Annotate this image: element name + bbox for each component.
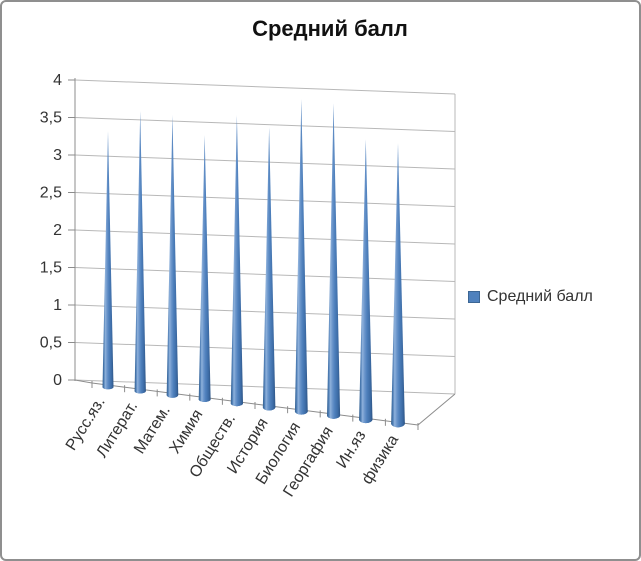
y-tick-label: 3 bbox=[53, 147, 62, 164]
cone bbox=[359, 139, 373, 424]
cone bbox=[262, 127, 276, 411]
y-tick-label: 2,5 bbox=[40, 185, 62, 202]
floor-right-edge bbox=[417, 393, 456, 426]
gridline bbox=[74, 79, 456, 95]
legend-swatch-icon bbox=[468, 291, 480, 303]
gridline bbox=[74, 117, 456, 132]
cone bbox=[230, 115, 243, 407]
cone bbox=[166, 115, 179, 398]
y-tick-label: 2 bbox=[53, 222, 62, 239]
cone bbox=[294, 99, 308, 415]
legend-series-label: Средний балл bbox=[487, 288, 593, 305]
cone bbox=[327, 103, 341, 419]
cone bbox=[102, 131, 114, 390]
y-tick-label: 1,5 bbox=[40, 260, 62, 277]
chart-legend: Средний балл bbox=[468, 288, 593, 306]
cone bbox=[198, 135, 211, 402]
y-tick-label: 0,5 bbox=[40, 335, 62, 352]
gridline bbox=[74, 154, 456, 170]
x-category-label: Ин.яз bbox=[333, 428, 369, 472]
y-tick-label: 0 bbox=[53, 372, 62, 389]
y-tick-label: 3,5 bbox=[40, 110, 62, 127]
gridline bbox=[74, 192, 456, 207]
y-tick-label: 4 bbox=[53, 72, 62, 89]
chart-title: Средний балл bbox=[252, 16, 408, 41]
floor-left-edge bbox=[74, 379, 93, 384]
cone bbox=[134, 111, 146, 394]
cone bbox=[391, 143, 405, 428]
y-tick-label: 1 bbox=[53, 297, 62, 314]
